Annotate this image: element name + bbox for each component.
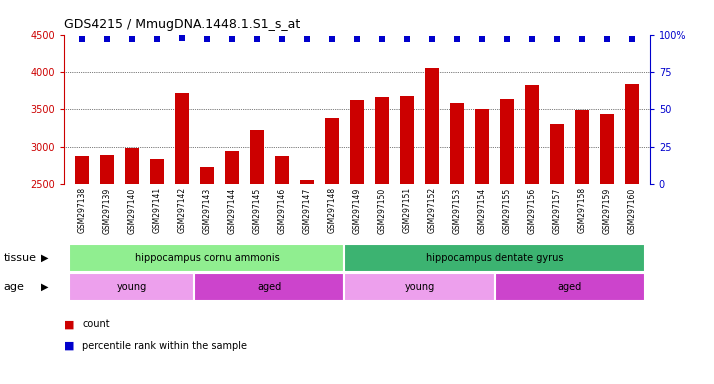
Point [176,35,188,41]
Point [451,36,463,42]
Point [126,36,138,42]
Text: GSM297157: GSM297157 [553,187,562,233]
Bar [344,273,495,301]
Bar [125,147,139,371]
Text: GSM297149: GSM297149 [353,187,361,233]
Point [376,36,388,42]
Text: young: young [116,282,147,292]
Bar [476,109,489,371]
Text: GSM297144: GSM297144 [227,187,236,233]
Text: GSM297141: GSM297141 [152,187,161,233]
Text: GSM297151: GSM297151 [403,187,411,233]
Point [476,36,488,42]
Point [526,36,538,42]
Bar [451,103,464,371]
Point [201,36,213,42]
Bar [600,114,614,371]
Bar [350,100,364,371]
Text: GSM297152: GSM297152 [428,187,436,233]
Bar [575,110,589,371]
Bar [69,245,344,272]
Bar [325,118,339,371]
Text: GSM297159: GSM297159 [603,187,612,233]
Point [101,36,113,42]
Bar [300,180,314,371]
Text: ■: ■ [64,341,75,351]
Text: GSM297143: GSM297143 [202,187,211,233]
Text: GSM297158: GSM297158 [578,187,587,233]
Point [151,36,163,42]
Text: GDS4215 / MmugDNA.1448.1.S1_s_at: GDS4215 / MmugDNA.1448.1.S1_s_at [64,18,301,31]
Point [226,36,238,42]
Point [551,36,563,42]
Point [301,36,313,42]
Point [351,36,363,42]
Bar [550,124,564,371]
Text: ■: ■ [64,319,75,329]
Text: GSM297148: GSM297148 [328,187,336,233]
Bar [400,96,414,371]
Point [576,36,588,42]
Text: tissue: tissue [4,253,36,263]
Text: percentile rank within the sample: percentile rank within the sample [82,341,247,351]
Text: age: age [4,282,24,292]
Text: aged: aged [558,282,582,292]
Text: GSM297150: GSM297150 [378,187,386,233]
Text: aged: aged [257,282,281,292]
Point [326,36,338,42]
Text: GSM297146: GSM297146 [278,187,286,233]
Point [401,36,413,42]
Bar [75,156,89,371]
Bar [250,130,263,371]
Text: hippocampus dentate gyrus: hippocampus dentate gyrus [426,253,563,263]
Point [501,36,513,42]
Point [626,36,638,42]
Bar [100,155,114,371]
Text: GSM297145: GSM297145 [253,187,261,233]
Text: GSM297160: GSM297160 [628,187,637,233]
Text: GSM297140: GSM297140 [127,187,136,233]
Text: GSM297153: GSM297153 [453,187,461,233]
Bar [625,84,639,371]
Text: GSM297156: GSM297156 [528,187,537,233]
Bar [375,97,389,371]
Bar [69,273,194,301]
Bar [225,151,238,371]
Bar [194,273,344,301]
Point [251,36,263,42]
Bar [344,245,645,272]
Point [601,36,613,42]
Text: GSM297154: GSM297154 [478,187,487,233]
Text: GSM297155: GSM297155 [503,187,512,233]
Bar [495,273,645,301]
Bar [425,68,439,371]
Point [76,36,88,42]
Text: hippocampus cornu ammonis: hippocampus cornu ammonis [134,253,279,263]
Bar [526,86,539,371]
Bar [200,167,213,371]
Text: GSM297147: GSM297147 [303,187,311,233]
Text: count: count [82,319,110,329]
Text: GSM297139: GSM297139 [102,187,111,233]
Text: GSM297138: GSM297138 [77,187,86,233]
Point [276,36,288,42]
Point [426,36,438,42]
Bar [175,93,188,371]
Bar [501,99,514,371]
Bar [275,156,289,371]
Bar [150,159,164,371]
Text: GSM297142: GSM297142 [177,187,186,233]
Text: young: young [404,282,435,292]
Text: ▶: ▶ [41,253,49,263]
Text: ▶: ▶ [41,282,49,292]
